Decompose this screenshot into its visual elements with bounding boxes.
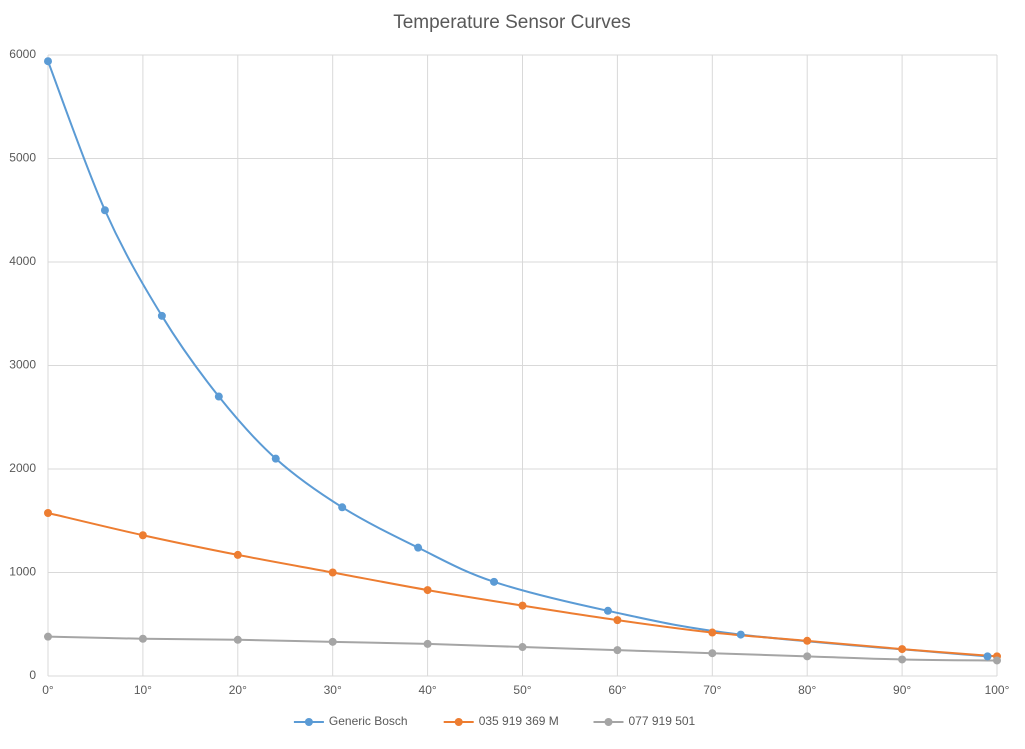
data-point — [736, 630, 745, 639]
data-point — [490, 577, 499, 586]
x-tick-label: 60° — [608, 683, 626, 697]
data-point — [138, 634, 147, 643]
data-point — [708, 649, 717, 658]
data-point — [613, 646, 622, 655]
legend-marker — [304, 718, 313, 726]
x-tick-label: 50° — [513, 683, 531, 697]
data-point — [803, 636, 812, 645]
x-tick-label: 30° — [324, 683, 342, 697]
data-point — [983, 652, 992, 661]
y-tick-label: 1000 — [9, 565, 36, 579]
data-point — [328, 637, 337, 646]
data-point — [157, 311, 166, 320]
legend-label: 035 919 369 M — [479, 714, 559, 728]
data-point — [898, 655, 907, 664]
data-point — [423, 586, 432, 595]
series-line — [47, 60, 988, 658]
data-point — [100, 206, 109, 215]
data-point — [603, 606, 612, 615]
legend-label: 077 919 501 — [629, 714, 696, 728]
data-point — [138, 531, 147, 540]
y-tick-label: 4000 — [9, 254, 36, 268]
x-tick-label: 40° — [419, 683, 437, 697]
data-point — [803, 652, 812, 661]
data-point — [271, 454, 280, 463]
data-point — [518, 643, 527, 652]
data-point — [338, 503, 347, 512]
x-tick-label: 10° — [134, 683, 152, 697]
data-point — [44, 508, 52, 517]
data-point — [898, 645, 907, 654]
data-point — [328, 568, 337, 577]
x-tick-label: 80° — [798, 683, 816, 697]
y-tick-label: 5000 — [9, 151, 36, 165]
chart-title: Temperature Sensor Curves — [393, 12, 631, 33]
data-point — [233, 635, 242, 644]
data-point — [518, 601, 527, 610]
data-point — [233, 550, 242, 559]
data-point — [708, 628, 717, 637]
legend-marker — [454, 718, 463, 726]
x-tick-label: 0° — [42, 683, 54, 697]
data-point — [44, 57, 52, 66]
data-point — [214, 392, 223, 401]
y-tick-label: 2000 — [9, 461, 36, 475]
y-tick-label: 0 — [29, 668, 36, 682]
x-tick-label: 20° — [229, 683, 247, 697]
x-tick-label: 100° — [985, 683, 1010, 697]
data-point — [993, 656, 1001, 665]
y-tick-label: 3000 — [9, 358, 36, 372]
legend-label: Generic Bosch — [329, 714, 408, 728]
data-point — [613, 616, 622, 625]
x-tick-label: 90° — [893, 683, 911, 697]
legend-marker — [604, 718, 613, 726]
data-point — [414, 543, 423, 552]
x-tick-label: 70° — [703, 683, 721, 697]
data-point — [423, 639, 432, 648]
y-tick-label: 6000 — [9, 47, 36, 61]
data-point — [44, 632, 52, 641]
